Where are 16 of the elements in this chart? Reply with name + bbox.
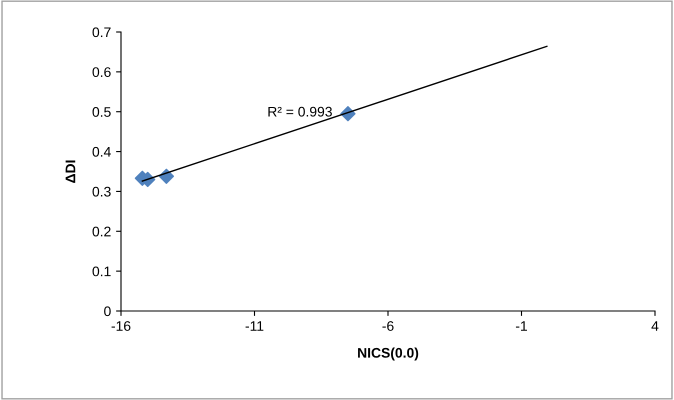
y-tick-label: 0.7 — [92, 27, 111, 38]
y-tick-label: 0.6 — [92, 67, 111, 78]
y-tick-label: 0.4 — [92, 146, 111, 157]
y-axis-title: ΔDI — [66, 160, 76, 183]
x-axis-title: NICS(0.0) — [358, 348, 418, 361]
y-tick-label: 0.2 — [92, 226, 111, 236]
y-tick-label: 0.1 — [92, 266, 111, 276]
y-tick-label: 0.5 — [92, 107, 111, 117]
x-tick-label: -6 — [382, 321, 394, 331]
x-tick-label: -16 — [112, 321, 130, 331]
y-tick-label: 0 — [104, 306, 111, 316]
annotation: R² = 0.993 — [268, 106, 332, 117]
x-tick-label: -11 — [246, 321, 264, 331]
y-tick-label: 0.3 — [92, 186, 111, 197]
x-tick-label: -1 — [516, 321, 527, 331]
x-tick-label: 4 — [651, 321, 658, 331]
